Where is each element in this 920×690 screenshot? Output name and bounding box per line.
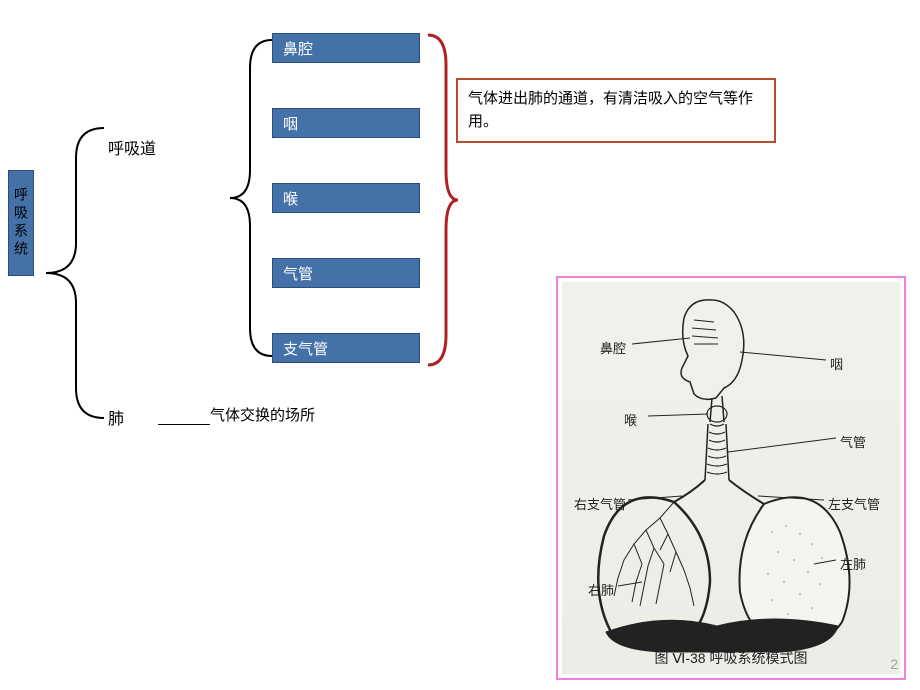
item-pharynx: 咽 <box>272 108 420 138</box>
anat-label-trachea: 气管 <box>840 432 866 451</box>
anatomy-frame: 鼻腔 咽 喉 气管 右支气管 左支气管 右肺 左肺 图 Ⅵ-38 呼吸系统模式图 <box>556 276 906 680</box>
root-label: 呼吸系统 <box>8 170 34 276</box>
item-larynx: 喉 <box>272 183 420 213</box>
branch-airway: 呼吸道 <box>108 135 156 159</box>
page-number: 2 <box>890 656 898 672</box>
anat-label-llung: 左肺 <box>840 554 866 573</box>
lung-description: 气体交换的场所 <box>210 404 315 425</box>
anatomy-caption: 图 Ⅵ-38 呼吸系统模式图 <box>562 648 900 668</box>
brace-red <box>426 35 460 365</box>
branch-lung: 肺 <box>108 405 124 429</box>
item-bronchus: 支气管 <box>272 333 420 363</box>
anatomy-bg: 鼻腔 咽 喉 气管 右支气管 左支气管 右肺 左肺 图 Ⅵ-38 呼吸系统模式图 <box>562 282 900 674</box>
brace-airway <box>228 40 274 356</box>
anat-label-rbronchus: 右支气管 <box>574 494 626 513</box>
item-nasal: 鼻腔 <box>272 33 420 63</box>
anat-label-rlung: 右肺 <box>588 580 614 599</box>
brace-root <box>36 128 106 418</box>
description-box: 气体进出肺的通道，有清洁吸入的空气等作用。 <box>456 78 776 143</box>
anat-label-nasal: 鼻腔 <box>600 338 626 357</box>
item-trachea: 气管 <box>272 258 420 288</box>
anat-label-pharynx: 咽 <box>830 354 843 373</box>
anat-label-lbronchus: 左支气管 <box>828 494 880 513</box>
lung-underline <box>158 424 210 425</box>
anat-label-larynx: 喉 <box>624 410 637 429</box>
